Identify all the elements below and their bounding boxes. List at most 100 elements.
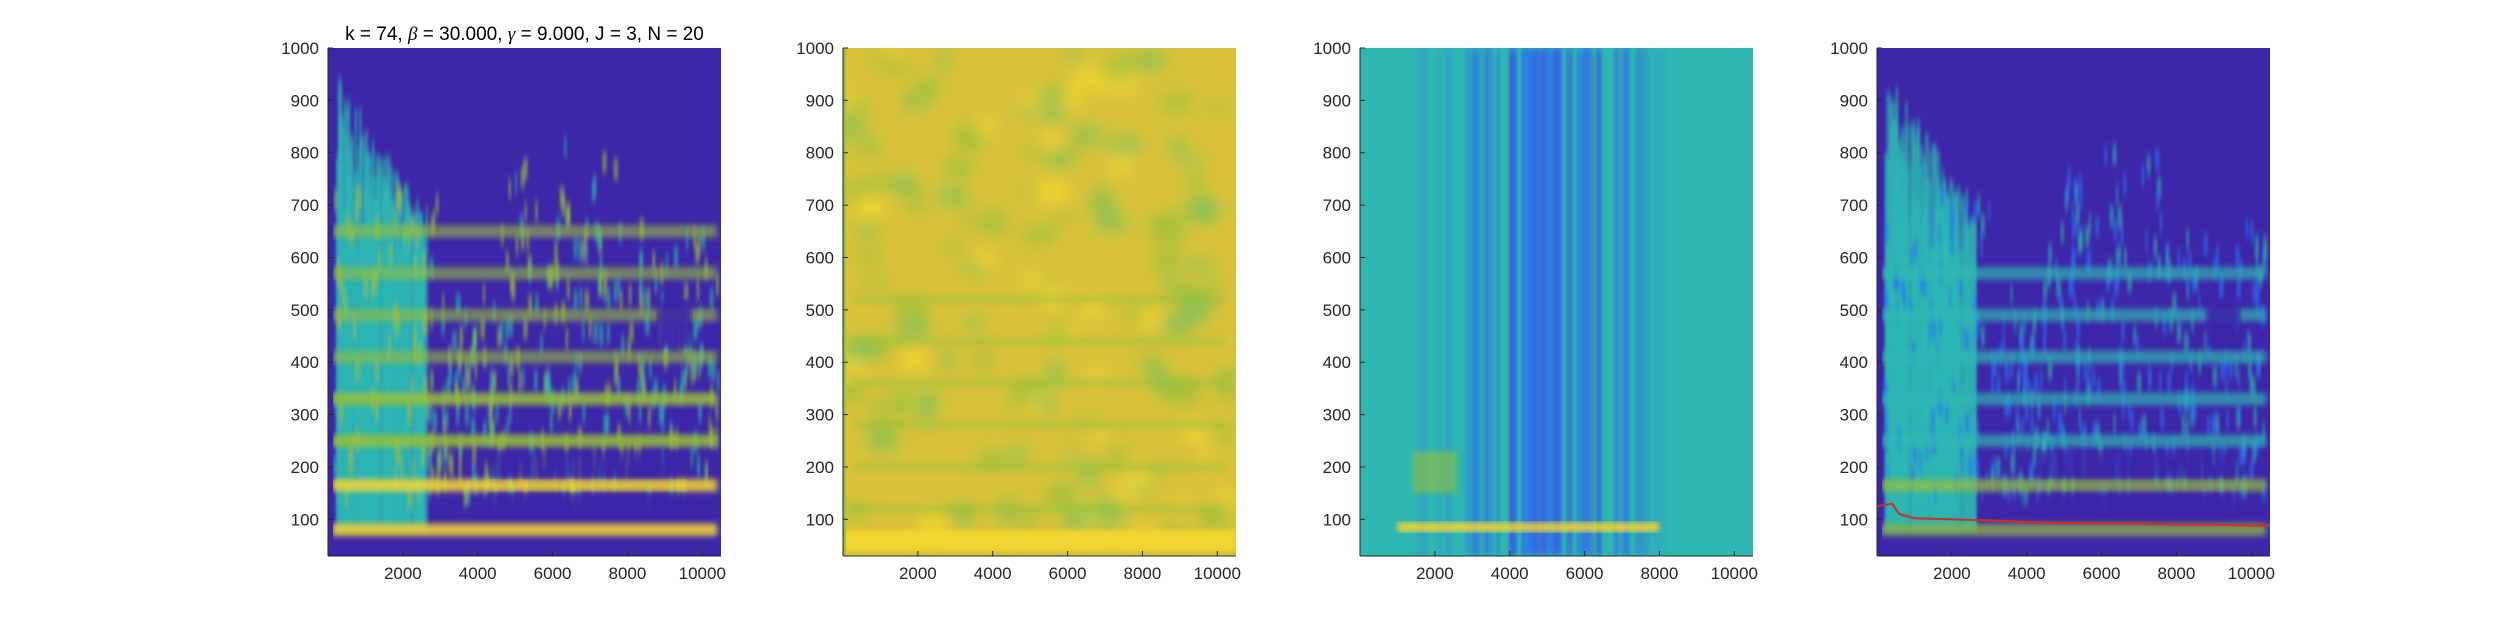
y-tick-label: 100 — [806, 510, 834, 529]
smooth-band — [854, 295, 1225, 304]
y-tick-label: 600 — [291, 248, 319, 267]
harmonic-band — [331, 266, 718, 280]
x-tick-label: 2000 — [899, 564, 937, 583]
x-tick-label: 8000 — [2158, 564, 2196, 583]
y-tick-label: 700 — [806, 196, 834, 215]
y-tick-label: 600 — [1840, 248, 1868, 267]
title-segment: k = 74, — [345, 24, 408, 45]
y-tick-label: 400 — [1840, 353, 1868, 372]
dark-gap — [2037, 493, 2237, 517]
y-tick-label: 100 — [291, 510, 319, 529]
y-tick-label: 900 — [806, 91, 834, 110]
panel-4: 100 200 300 400 500 600 700 800 900 1000 2000 4000 6… — [1830, 39, 2275, 583]
y-tick-label: 900 — [1840, 91, 1868, 110]
left-edge — [1877, 48, 1882, 556]
x-tick-label: 10000 — [1711, 564, 1758, 583]
x-tick-label: 6000 — [2083, 564, 2121, 583]
harmonic-band — [1880, 392, 2267, 406]
y-tick-label: 300 — [291, 406, 319, 425]
y-tick-label: 100 — [1323, 510, 1351, 529]
title-symbol: γ — [508, 24, 516, 45]
y-tick-label: 500 — [1323, 301, 1351, 320]
panels-layer: 100 200 300 400 500 600 700 800 900 1000 2000 4000 6… — [281, 39, 2275, 583]
harmonic-band — [1880, 266, 2267, 280]
y-tick-label: 500 — [291, 301, 319, 320]
harmonic-band — [331, 225, 718, 238]
y-tick-label: 700 — [1840, 196, 1868, 215]
y-tick-label: 200 — [291, 458, 319, 477]
panel-1-image — [328, 48, 721, 556]
y-tick-label: 300 — [1840, 406, 1868, 425]
smooth-band — [854, 337, 1225, 346]
x-tick-label: 2000 — [1933, 564, 1971, 583]
x-tick-label: 10000 — [1194, 564, 1241, 583]
y-tick-label: 800 — [291, 144, 319, 163]
dark-gap — [488, 493, 688, 517]
harmonic-band — [1880, 523, 2267, 537]
harmonic-band — [331, 392, 718, 406]
harmonic-band — [1880, 308, 2267, 322]
bright-band — [843, 529, 1236, 551]
harmonic-band — [1880, 479, 2267, 492]
y-tick-label: 500 — [1840, 301, 1868, 320]
x-tick-label: 6000 — [1049, 564, 1087, 583]
x-tick-label: 4000 — [459, 564, 497, 583]
y-tick-label: 1000 — [796, 39, 834, 58]
dark-gap — [2037, 451, 2237, 478]
x-tick-label: 8000 — [1124, 564, 1162, 583]
x-tick-label: 6000 — [1566, 564, 1604, 583]
harmonic-band — [1880, 350, 2267, 364]
harmonic-band — [331, 350, 718, 364]
x-tick-label: 2000 — [1416, 564, 1454, 583]
panel-2: 100 200 300 400 500 600 700 800 900 1000 2000 4000 6… — [796, 39, 1241, 583]
panel-3: 100 200 300 400 500 600 700 800 900 1000 2000 4000 6… — [1313, 39, 1758, 583]
y-tick-label: 900 — [1323, 91, 1351, 110]
y-tick-label: 300 — [1323, 406, 1351, 425]
y-tick-label: 700 — [1323, 196, 1351, 215]
y-tick-label: 1000 — [281, 39, 319, 58]
x-tick-label: 6000 — [534, 564, 572, 583]
x-tick-label: 4000 — [974, 564, 1012, 583]
panel-1: 100 200 300 400 500 600 700 800 900 1000 2000 4000 6… — [281, 39, 726, 583]
y-tick-label: 200 — [806, 458, 834, 477]
y-tick-label: 300 — [806, 406, 834, 425]
secondary-band — [1412, 451, 1458, 494]
y-tick-label: 800 — [806, 144, 834, 163]
dark-gap — [657, 299, 692, 347]
smooth-band — [854, 462, 1225, 472]
x-tick-label: 4000 — [2008, 564, 2046, 583]
smooth-band — [854, 378, 1225, 388]
pitch-band — [1397, 521, 1660, 533]
y-tick-label: 200 — [1840, 458, 1868, 477]
y-tick-label: 400 — [1323, 353, 1351, 372]
x-tick-label: 8000 — [609, 564, 647, 583]
y-tick-label: 600 — [806, 248, 834, 267]
y-tick-label: 900 — [291, 91, 319, 110]
streak-texture — [1416, 48, 1665, 556]
title-segment: = 30.000, — [417, 24, 507, 45]
bottom-strip — [1877, 548, 2270, 556]
y-tick-label: 400 — [291, 353, 319, 372]
left-edge — [843, 48, 846, 556]
y-tick-label: 1000 — [1830, 39, 1868, 58]
harmonic-band — [331, 479, 718, 492]
y-tick-label: 500 — [806, 301, 834, 320]
harmonic-band — [331, 308, 718, 322]
harmonic-band — [331, 523, 718, 537]
harmonic-band — [331, 434, 718, 448]
y-tick-label: 800 — [1840, 144, 1868, 163]
panel-3-image — [1360, 48, 1753, 556]
left-edge — [328, 48, 333, 556]
dark-gap — [488, 451, 688, 478]
x-tick-label: 4000 — [1491, 564, 1529, 583]
panel-2-image — [843, 48, 1236, 556]
x-tick-label: 8000 — [1641, 564, 1679, 583]
title-symbol: β — [407, 24, 418, 45]
y-tick-label: 800 — [1323, 144, 1351, 163]
y-tick-label: 400 — [806, 353, 834, 372]
smooth-band — [854, 504, 1225, 514]
y-tick-label: 100 — [1840, 510, 1868, 529]
y-tick-label: 600 — [1323, 248, 1351, 267]
